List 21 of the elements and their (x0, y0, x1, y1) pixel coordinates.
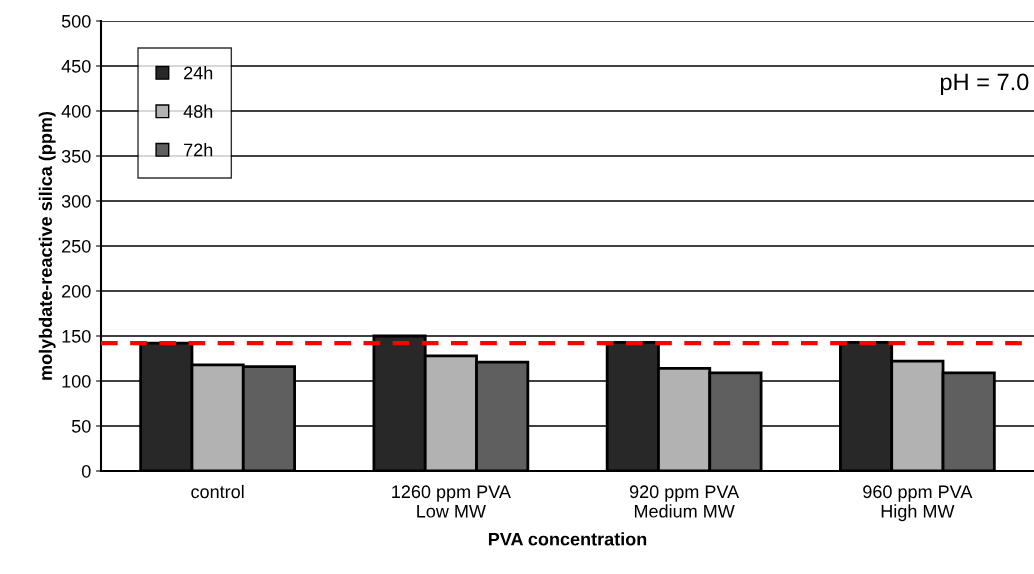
y-tick-label: 300 (61, 194, 91, 208)
x-tick-label: control (191, 484, 244, 499)
x-axis-title: PVA concentration (488, 532, 647, 546)
annotation: pH = 7.0 (940, 73, 1029, 95)
legend-label: 24h (184, 66, 213, 80)
y-tick-label: 50 (71, 419, 91, 433)
x-tick-label: 1260 ppm PVA Low MW (392, 485, 511, 518)
y-tick-label: 350 (61, 149, 91, 163)
y-tick-label: 250 (62, 239, 91, 253)
y-axis-title: molybdate-reactive silica (ppm) (38, 111, 56, 380)
y-tick-label: 400 (61, 104, 91, 118)
y-tick-label: 100 (62, 374, 91, 388)
y-tick-label: 500 (61, 14, 91, 28)
legend-label: 48h (183, 104, 213, 118)
x-tick-label: 960 ppm PVA High MW (863, 485, 973, 522)
y-tick-label: 450 (61, 59, 91, 73)
y-tick-label: 0 (81, 464, 91, 478)
y-tick-label: 150 (62, 329, 91, 343)
y-tick-label: 200 (62, 284, 91, 298)
legend-label: 72h (184, 143, 213, 157)
x-tick-label: 920 ppm PVA Medium MW (629, 485, 740, 518)
